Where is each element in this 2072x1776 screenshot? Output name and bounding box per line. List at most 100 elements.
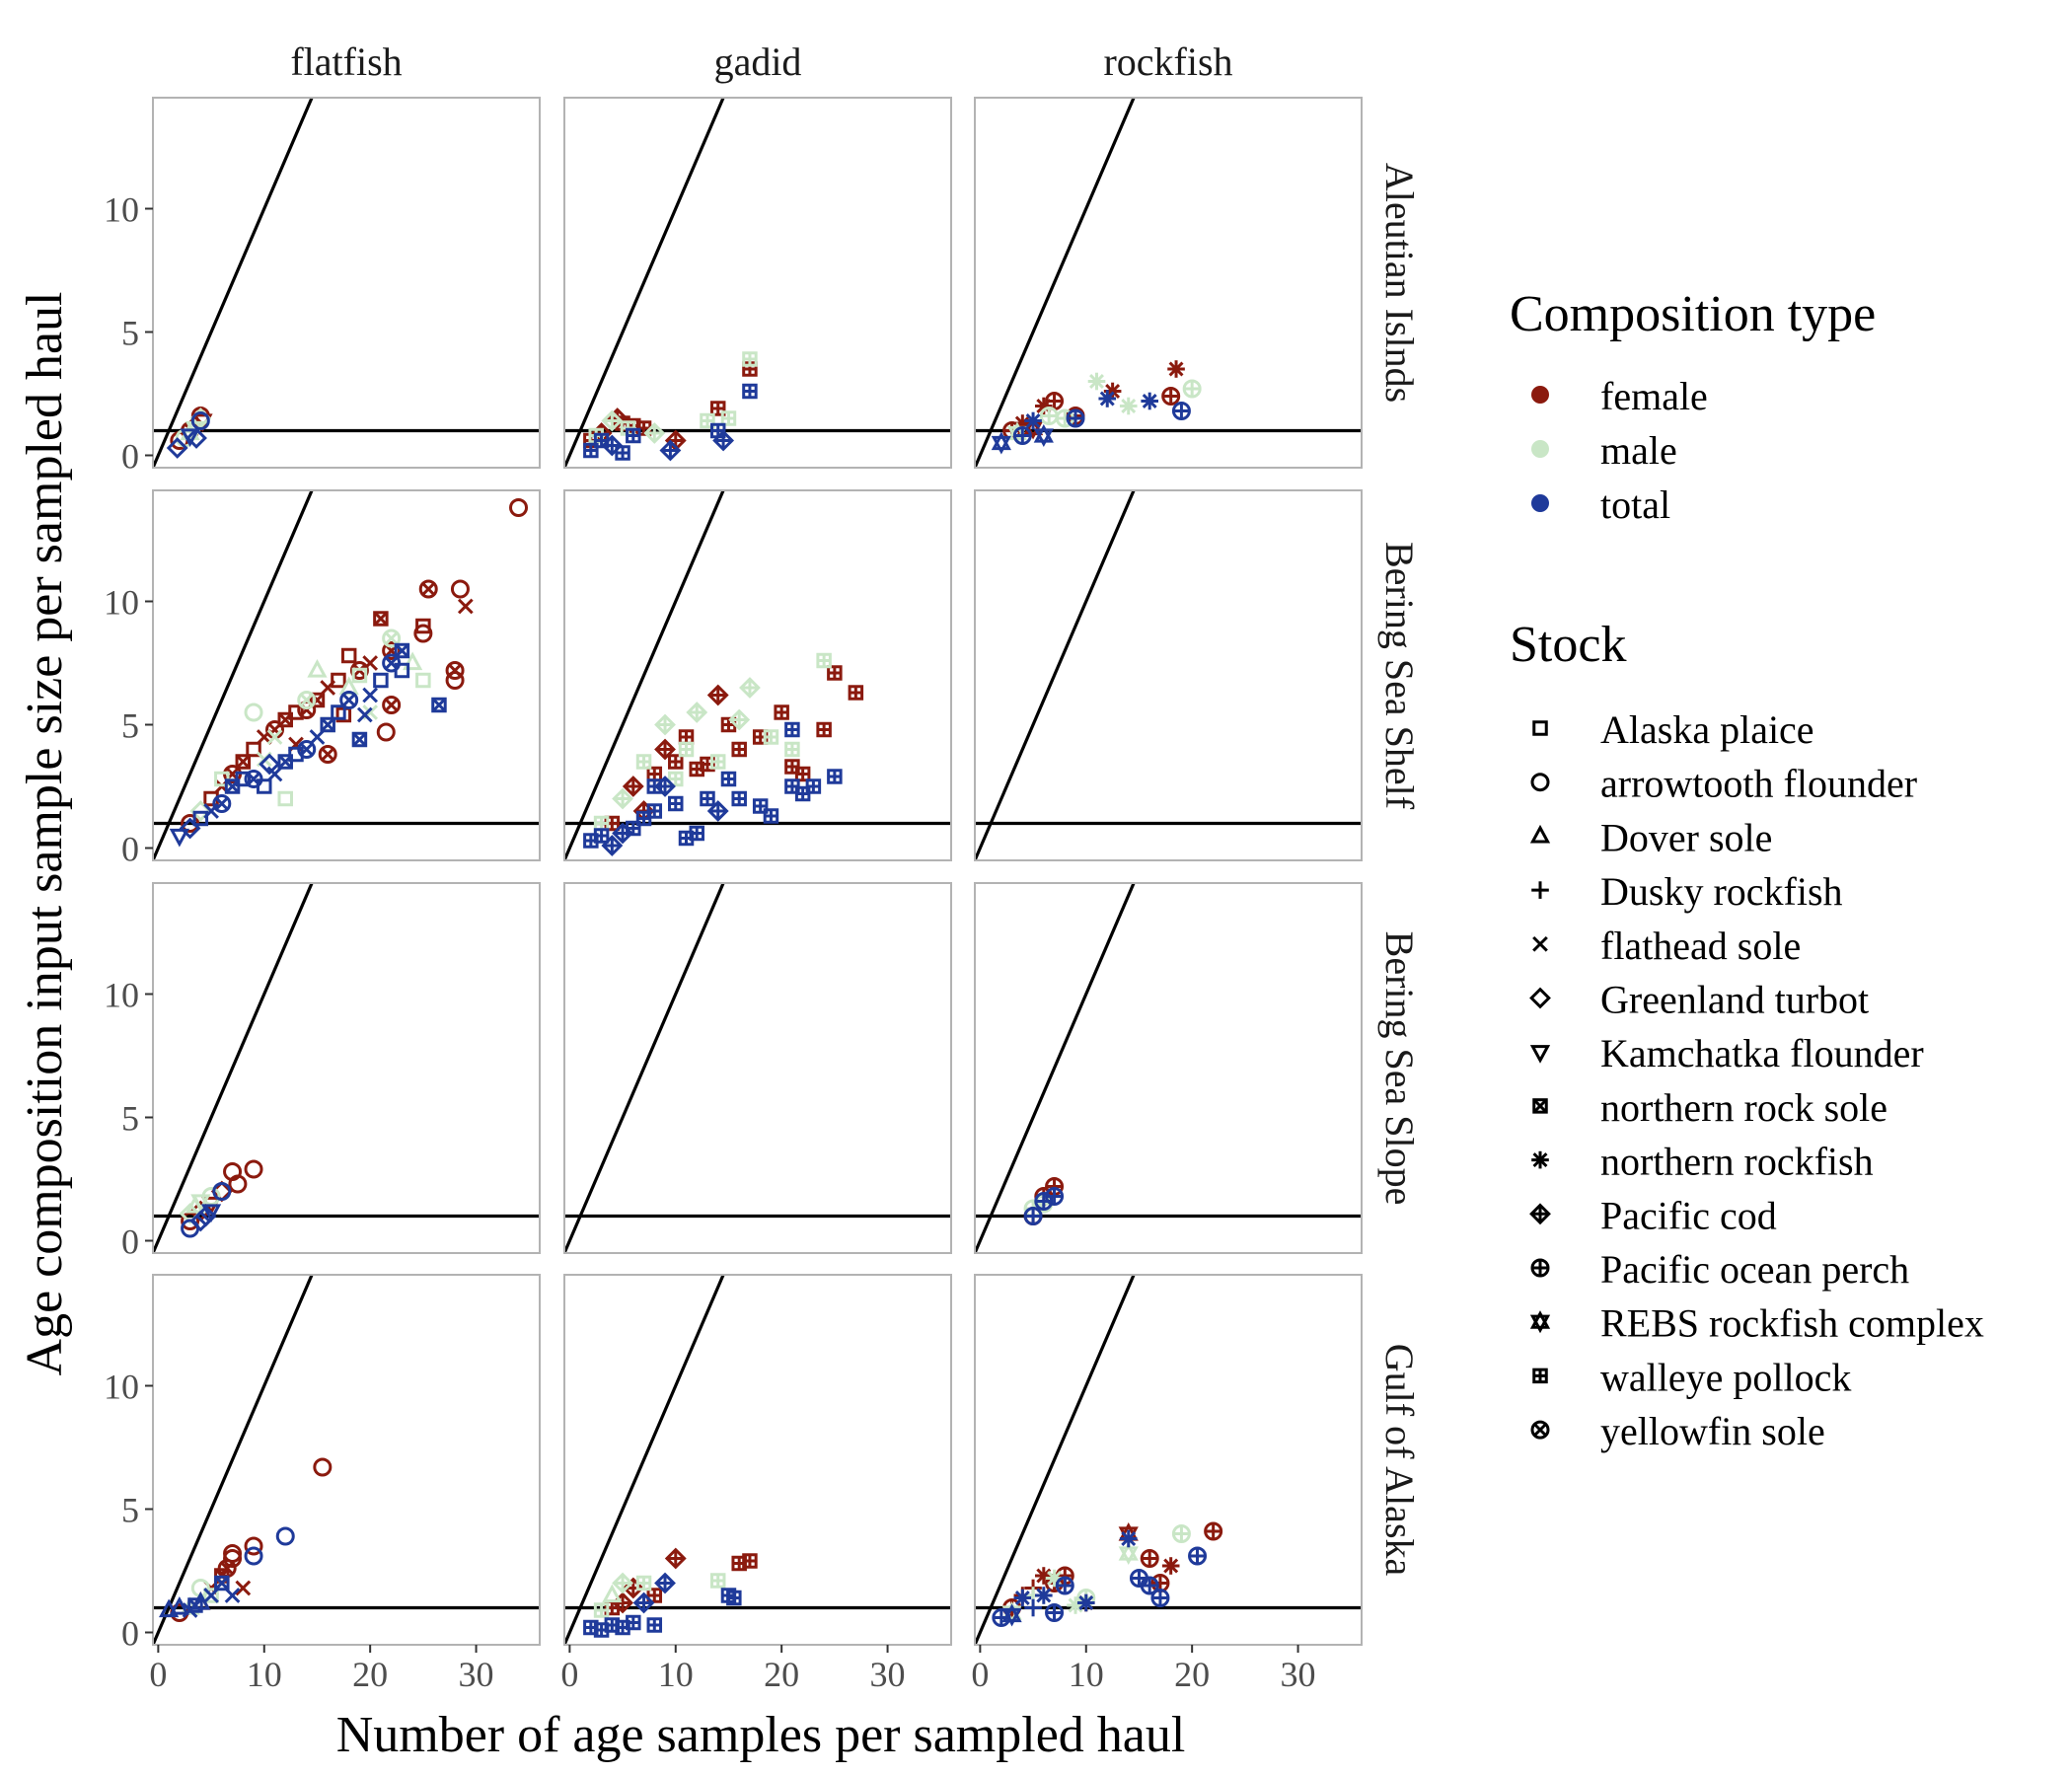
panel-gulf-of-alaska-rockfish — [974, 1274, 1363, 1646]
panel-border — [974, 882, 1363, 1254]
data-point-female-arrowtooth-flounder — [413, 624, 433, 643]
data-point-total-walleye-pollock — [583, 442, 599, 459]
one-to-one-line — [564, 490, 725, 860]
x-tick-label: 20 — [764, 1655, 799, 1694]
data-point-total-pacific-ocean-perch — [1045, 1187, 1065, 1206]
data-point-male-walleye-pollock — [763, 729, 779, 745]
data-point-total-pacific-ocean-perch — [1055, 1576, 1074, 1595]
data-point-total-pacific-ocean-perch — [1171, 402, 1191, 420]
data-point-total-yellowfin-sole — [212, 794, 232, 813]
data-point-female-yellowfin-sole — [418, 579, 438, 599]
data-point-male-pacific-cod — [654, 713, 676, 736]
data-point-total-walleye-pollock — [626, 1614, 641, 1631]
legend-label-dover-sole: Dover sole — [1600, 815, 1772, 859]
data-point-male-northern-rockfish — [1119, 397, 1138, 415]
data-point-male-pacific-cod — [612, 787, 633, 810]
data-point-total-northern-rock-sole — [431, 697, 447, 713]
y-tick-label: 0 — [121, 1222, 139, 1262]
panel-border — [563, 882, 952, 1254]
one-to-one-line — [564, 1275, 725, 1645]
data-point-total-northern-rockfish — [1119, 1529, 1138, 1548]
one-to-one-line — [564, 98, 725, 468]
legend-key-female — [1531, 386, 1549, 404]
data-point-total-greenland-turbot — [189, 1210, 212, 1232]
data-point-total-rebs-rockfish-complex — [991, 431, 1011, 455]
legend-label-arrowtooth-flounder: arrowtooth flounder — [1600, 762, 1917, 806]
y-tick-label: 5 — [121, 314, 139, 353]
data-point-female-flathead-sole — [362, 655, 379, 671]
shape-legend-title: Stock — [1510, 617, 1626, 673]
panel-aleutian-islands-gadid — [563, 97, 952, 469]
data-point-male-dover-sole — [185, 1194, 206, 1214]
data-point-female-arrowtooth-flounder — [228, 1174, 248, 1194]
data-point-female-northern-rockfish — [1161, 1557, 1180, 1575]
panel-border — [152, 97, 541, 469]
data-point-total-northern-rockfish — [1098, 390, 1117, 407]
data-point-total-walleye-pollock — [646, 1617, 663, 1633]
data-point-male-walleye-pollock — [668, 771, 684, 787]
data-point-total-walleye-pollock — [626, 820, 641, 837]
x-tick-label: 0 — [149, 1655, 167, 1694]
row-strip-aleutian-islands: Aleutian Islnds — [1377, 163, 1422, 403]
data-point-female-northern-rockfish — [1167, 360, 1185, 378]
one-to-one-line — [564, 883, 725, 1253]
data-point-female-walleye-pollock — [646, 1588, 663, 1603]
data-point-female-pacific-cod — [664, 1547, 687, 1570]
data-point-male-pacific-cod — [601, 409, 624, 432]
legend-label-total: total — [1600, 482, 1670, 527]
data-point-total-walleye-pollock — [700, 790, 715, 807]
data-point-female-arrowtooth-flounder — [244, 1159, 263, 1179]
data-point-total-walleye-pollock — [805, 778, 822, 794]
one-to-one-line — [975, 98, 1136, 468]
data-point-male-walleye-pollock — [593, 1602, 610, 1618]
row-strip-bering-sea-shelf: Bering Sea Shelf — [1377, 542, 1422, 810]
data-point-male-pacific-cod — [728, 708, 751, 731]
y-tick-label: 10 — [104, 1368, 139, 1407]
panel-border — [563, 489, 952, 861]
data-point-total-northern-rockfish — [1024, 411, 1042, 430]
legend-key-yellowfin-sole — [1530, 1420, 1550, 1440]
data-point-total-flathead-sole — [362, 687, 379, 703]
legend-key-dusky-rockfish — [1531, 881, 1549, 899]
data-point-total-walleye-pollock — [615, 445, 630, 461]
data-point-total-pacific-cod — [654, 1572, 676, 1594]
legend-label-northern-rockfish: northern rockfish — [1600, 1140, 1874, 1184]
data-point-male-northern-rockfish — [1067, 1596, 1084, 1614]
data-point-total-pacific-ocean-perch — [1188, 1546, 1208, 1566]
x-tick-label: 0 — [971, 1655, 989, 1694]
data-point-male-pacific-ocean-perch — [1039, 407, 1059, 425]
y-tick-label: 0 — [121, 1614, 139, 1654]
data-point-male-walleye-pollock — [816, 652, 832, 669]
data-point-total-walleye-pollock — [646, 778, 663, 794]
row-strip-bering-sea-slope: Bering Sea Slope — [1377, 931, 1422, 1206]
column-strips: flatfish gadid rockfish — [290, 39, 1232, 84]
data-point-female-yellowfin-sole — [318, 745, 337, 764]
data-point-total-kamchatka-flounder — [169, 828, 189, 848]
x-tick-label: 20 — [1174, 1655, 1210, 1694]
x-tick-label: 30 — [1281, 1655, 1316, 1694]
column-strip-gadid: gadid — [714, 39, 802, 84]
row-strip-gulf-of-alaska: Gulf of Alaska — [1377, 1344, 1422, 1577]
data-point-male-walleye-pollock — [784, 741, 800, 758]
data-point-total-pacific-cod — [632, 1591, 655, 1614]
color-legend: Composition type female male total — [1510, 286, 1876, 527]
one-to-one-line — [153, 883, 314, 1253]
legend-label-pacific-ocean-perch: Pacific ocean perch — [1600, 1247, 1909, 1292]
data-point-total-pacific-cod — [601, 835, 624, 856]
data-point-male-dover-sole — [602, 1584, 623, 1603]
legend-key-pacific-cod — [1529, 1203, 1551, 1225]
data-point-female-flathead-sole — [457, 598, 474, 615]
panel-aleutian-islands-rockfish — [974, 97, 1363, 469]
data-point-female-alaska-plaice — [246, 741, 261, 758]
legend-key-total — [1531, 494, 1549, 512]
legend-key-northern-rockfish — [1531, 1150, 1549, 1169]
column-strip-rockfish: rockfish — [1103, 39, 1232, 84]
x-tick-label: 0 — [560, 1655, 578, 1694]
data-point-total-pacific-ocean-perch — [1045, 1603, 1065, 1622]
data-point-female-arrowtooth-flounder — [509, 498, 529, 517]
legend-label-walleye-pollock: walleye pollock — [1600, 1355, 1851, 1399]
color-legend-title: Composition type — [1510, 286, 1876, 342]
data-point-male-walleye-pollock — [720, 410, 737, 426]
data-point-total-flathead-sole — [266, 766, 283, 782]
legend-key-dover-sole — [1529, 824, 1551, 844]
